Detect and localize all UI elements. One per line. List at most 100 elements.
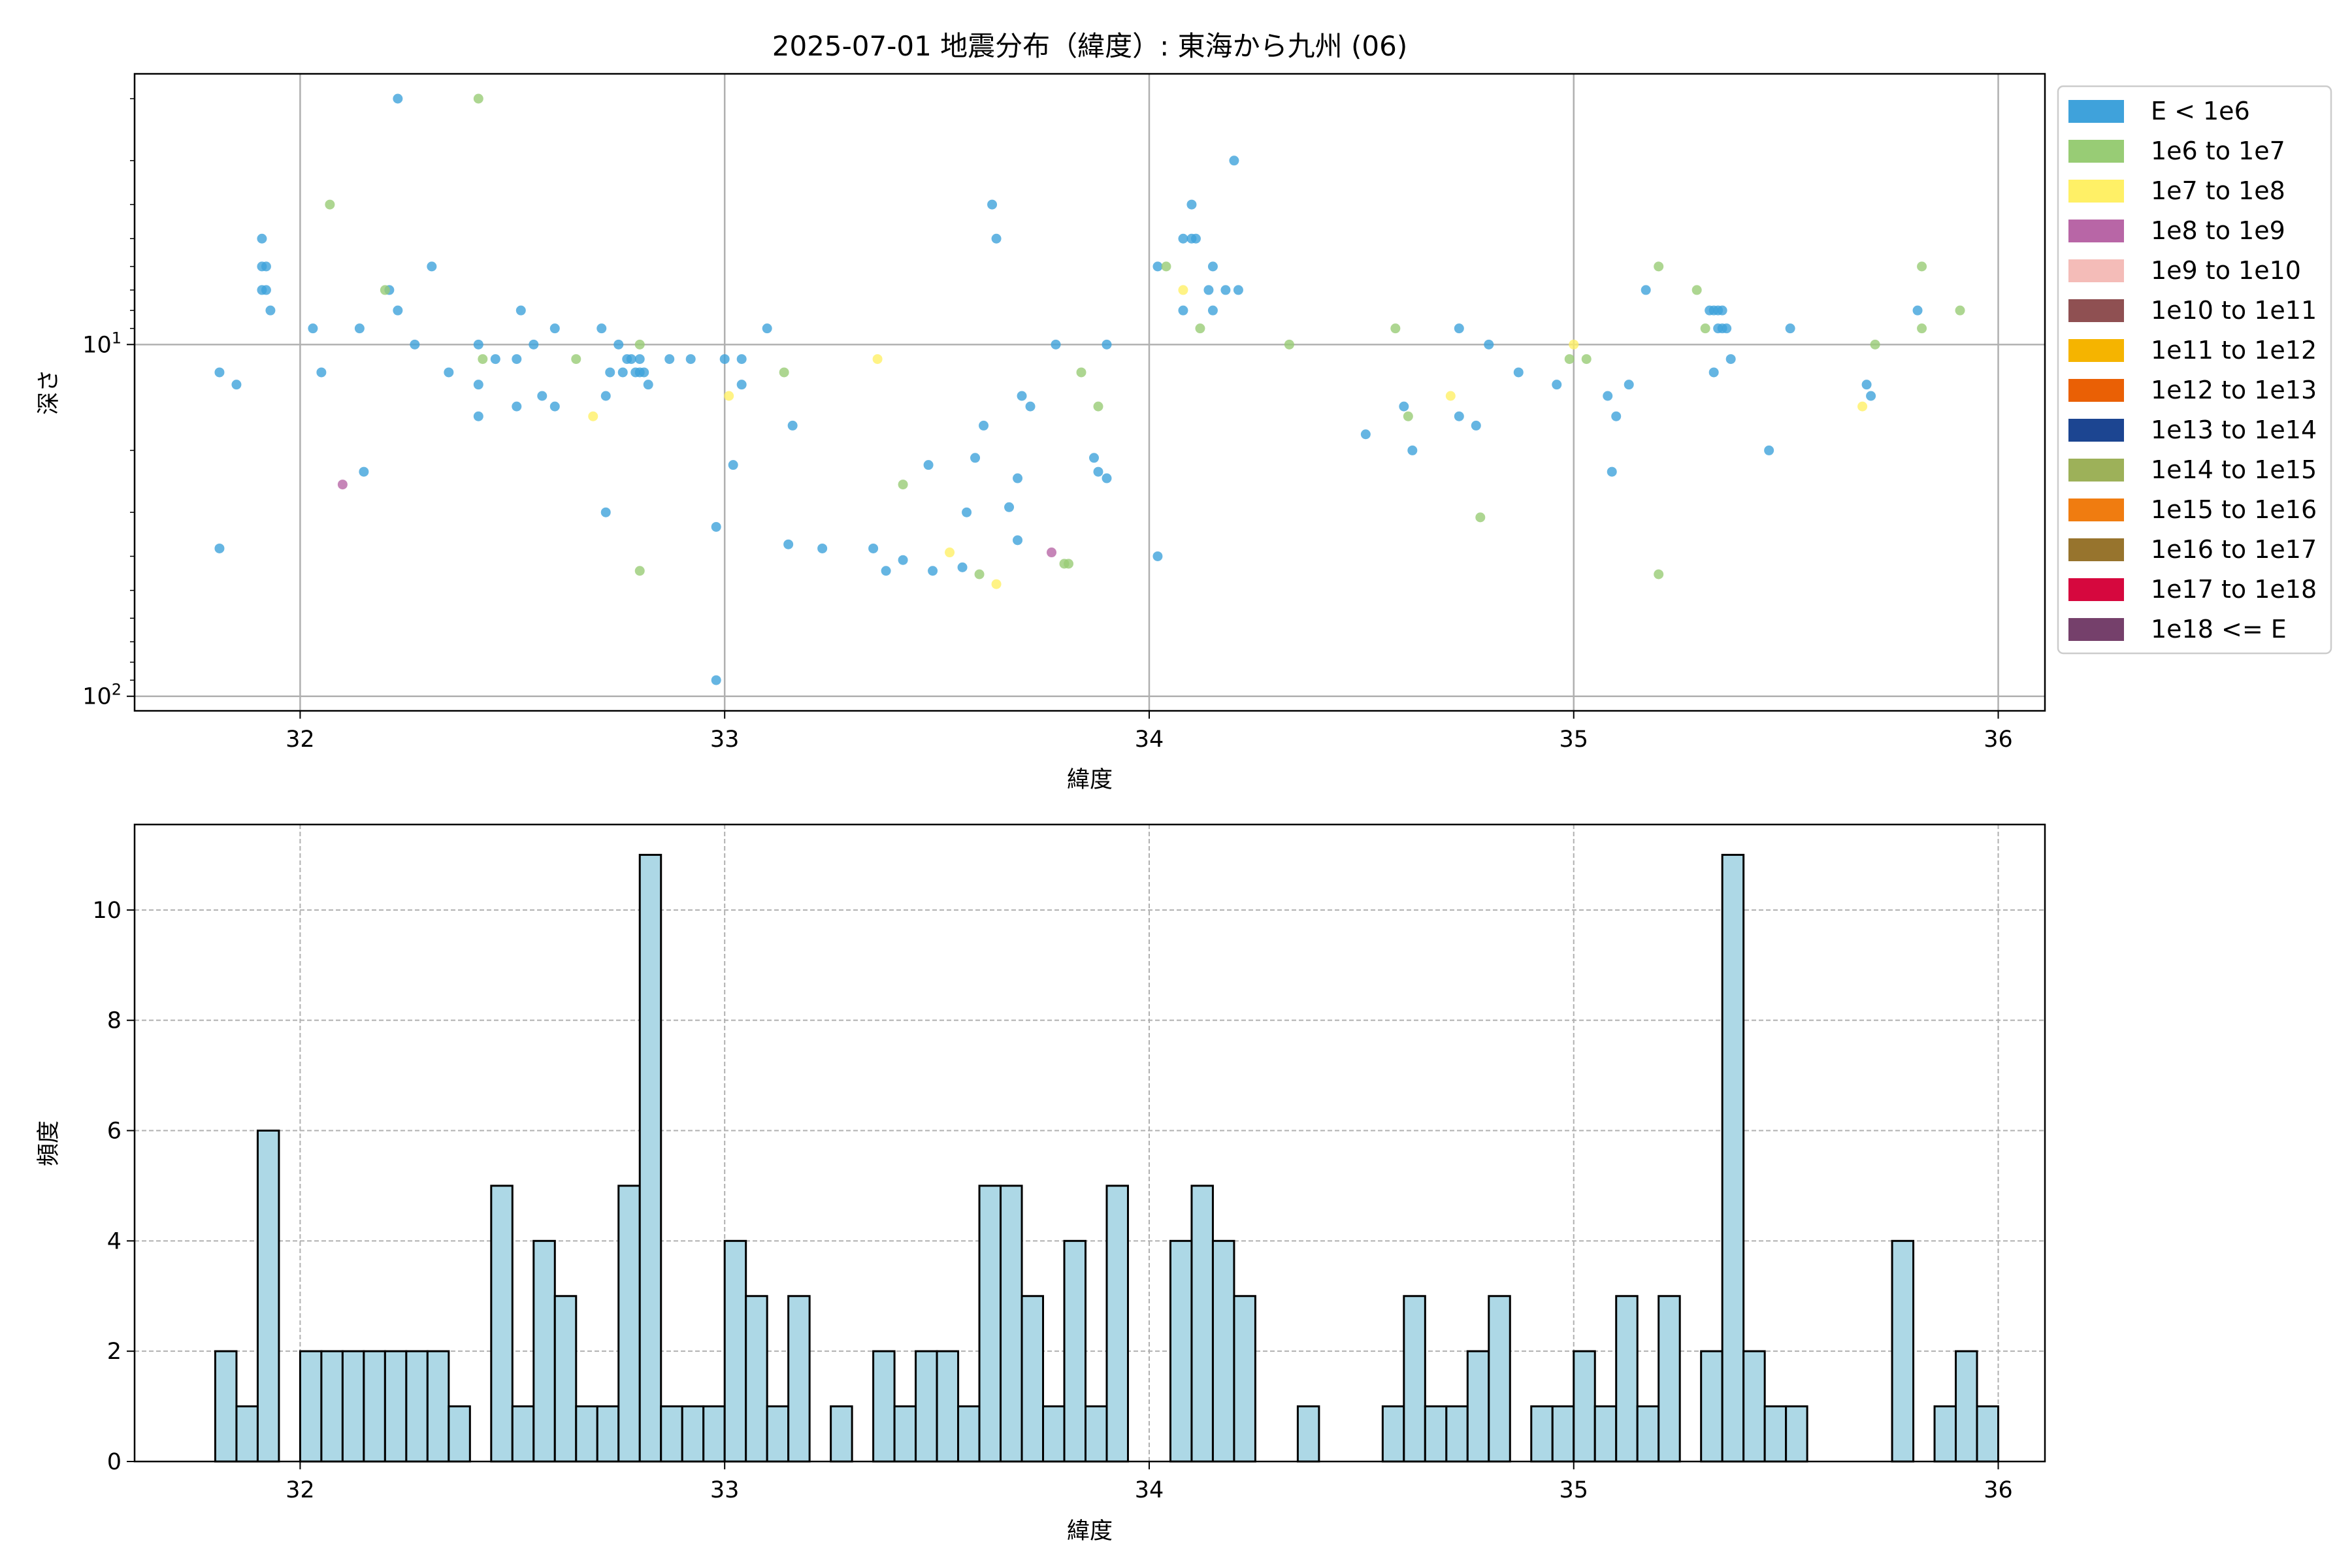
legend-swatch — [2068, 140, 2124, 163]
histogram-bar — [553, 1295, 578, 1463]
scatter-point — [1475, 512, 1486, 523]
scatter-point — [1403, 411, 1413, 421]
scatter-point — [1785, 323, 1795, 334]
legend-frame — [2057, 85, 2332, 655]
histogram-bar — [1785, 1405, 1808, 1463]
histogram-bar — [532, 1239, 556, 1463]
histogram-bar — [681, 1405, 705, 1463]
histogram-bar — [256, 1130, 280, 1463]
scatter-point — [617, 367, 628, 378]
scatter-point — [261, 261, 271, 272]
scatter-point — [1764, 445, 1774, 455]
scatter-point — [923, 460, 934, 470]
scatter-point — [427, 261, 437, 272]
scatter-point — [1454, 411, 1464, 421]
histogram-bar — [936, 1350, 960, 1463]
scatter-point — [1654, 261, 1664, 272]
scatter-point — [898, 555, 908, 565]
scatter-point — [359, 466, 369, 477]
histogram-bar — [702, 1405, 726, 1463]
legend-label: 1e17 to 1e18 — [2151, 575, 2317, 604]
legend-swatch — [2068, 459, 2124, 482]
scatter-point — [1454, 323, 1464, 334]
histogram-bar — [1742, 1350, 1766, 1463]
scatter-point — [1725, 354, 1736, 365]
scatter-point — [380, 285, 390, 295]
histogram-bar — [1021, 1295, 1045, 1463]
scatter-x-axis-label: 緯度 — [1067, 767, 1113, 793]
scatter-point — [1203, 285, 1214, 295]
scatter-point — [393, 93, 403, 104]
histogram-bar — [1403, 1295, 1426, 1463]
scatter-point — [549, 401, 560, 412]
figure-title: 2025-07-01 地震分布（緯度）: 東海から九州 (06) — [772, 30, 1408, 62]
histogram-y-tick-label: 10 — [92, 898, 122, 924]
scatter-point — [1912, 305, 1923, 316]
scatter-point — [1399, 401, 1409, 412]
legend-label: 1e6 to 1e7 — [2151, 137, 2285, 165]
scatter-point — [1207, 305, 1218, 316]
scatter-point — [970, 453, 981, 463]
histogram-bar — [787, 1295, 811, 1463]
scatter-point — [1513, 367, 1524, 378]
histogram-bar — [1488, 1295, 1511, 1463]
scatter-point — [473, 411, 483, 421]
scatter-point — [634, 339, 645, 350]
scatter-point — [1207, 261, 1218, 272]
legend-label: 1e7 to 1e8 — [2151, 176, 2285, 205]
scatter-point — [779, 367, 789, 378]
histogram-x-tick-label: 33 — [710, 1477, 740, 1503]
histogram-bar — [1211, 1239, 1235, 1463]
legend-swatch — [2068, 379, 2124, 402]
histogram-bar — [915, 1350, 938, 1463]
legend-swatch — [2068, 259, 2124, 282]
legend-items: E < 1e6 1e6 to 1e7 1e7 to 1e8 1e8 to 1e9 1e9… — [2068, 97, 2317, 644]
legend-swatch — [2068, 498, 2124, 521]
histogram-bar — [341, 1350, 365, 1463]
histogram-bar — [617, 1184, 641, 1463]
scatter-point — [1161, 261, 1171, 272]
scatter-point — [1471, 420, 1481, 431]
scatter-point — [898, 480, 908, 490]
scatter-point — [1178, 285, 1188, 295]
legend-label: E < 1e6 — [2151, 97, 2250, 125]
scatter-point — [1051, 339, 1061, 350]
scatter-point — [1569, 339, 1579, 350]
scatter-point — [991, 233, 1002, 244]
histogram-bar — [830, 1405, 853, 1463]
scatter-point — [711, 521, 721, 532]
scatter-point — [1870, 339, 1880, 350]
scatter-point — [881, 566, 891, 576]
scatter-point — [1641, 285, 1651, 295]
scatter-point — [473, 380, 483, 390]
histogram-bar — [1615, 1295, 1639, 1463]
scatter-point — [613, 339, 624, 350]
scatter-point — [1603, 391, 1613, 401]
scatter-x-tick-label: 33 — [710, 727, 740, 753]
histogram-bar — [1105, 1184, 1129, 1463]
scatter-point — [1229, 155, 1239, 166]
scatter-point — [1284, 339, 1294, 350]
histogram-bar — [214, 1350, 238, 1463]
scatter-point — [817, 543, 828, 553]
histogram-bar — [1955, 1350, 1978, 1463]
scatter-point — [515, 305, 526, 316]
histogram-bar — [1700, 1350, 1723, 1463]
legend-swatch — [2068, 419, 2124, 442]
histogram-bar — [1636, 1405, 1660, 1463]
legend-swatch — [2068, 100, 2124, 123]
histogram-y-tick-label: 2 — [107, 1339, 122, 1365]
scatter-point — [962, 507, 972, 517]
scatter-point — [596, 323, 607, 334]
scatter-point — [1088, 453, 1099, 463]
scatter-point — [1025, 401, 1036, 412]
scatter-point — [588, 411, 598, 421]
legend-swatch — [2068, 578, 2124, 601]
scatter-point — [736, 380, 747, 390]
histogram-x-tick-label: 36 — [1984, 1477, 2013, 1503]
histogram-x-axis-label: 緯度 — [1067, 1518, 1113, 1544]
scatter-point — [1013, 535, 1023, 546]
scatter-point — [945, 547, 955, 558]
scatter-point — [1390, 323, 1401, 334]
scatter-point — [1624, 380, 1634, 390]
